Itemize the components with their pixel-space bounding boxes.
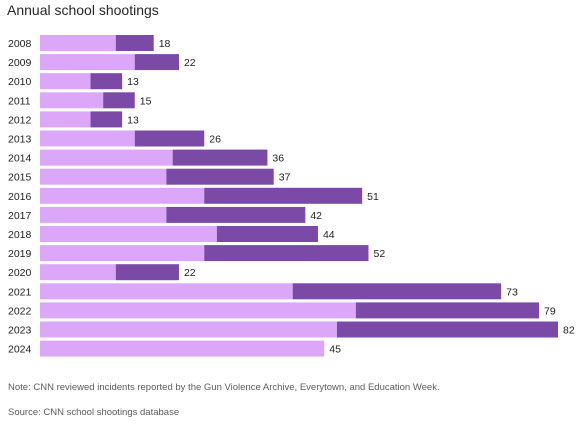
bar-segment-dark	[292, 283, 502, 300]
total-label: 36	[272, 153, 284, 165]
bar-segment-light	[40, 321, 337, 338]
year-label: 2013	[8, 134, 32, 146]
bar-segment-light	[40, 206, 167, 223]
total-label: 52	[373, 248, 385, 260]
bar-segment-dark	[134, 54, 179, 71]
total-label: 73	[506, 286, 518, 298]
bar-segment-dark	[204, 245, 369, 262]
bar-segment-dark	[216, 226, 318, 242]
bar-segment-dark	[103, 92, 135, 109]
bar-segment-light	[40, 73, 91, 90]
year-label: 2009	[8, 57, 32, 69]
total-label: 51	[367, 191, 379, 203]
year-label: 2021	[8, 286, 32, 298]
chart-title: Annual school shootings	[7, 2, 159, 18]
year-label: 2010	[8, 76, 32, 88]
year-label: 2011	[8, 95, 31, 107]
bar-segment-dark	[115, 264, 179, 281]
bar-segment-light	[40, 245, 205, 262]
year-label: 2018	[8, 229, 32, 241]
total-label: 26	[209, 134, 221, 146]
bar-segment-light	[40, 302, 356, 319]
bar-segment-dark	[166, 168, 274, 185]
bar-segment-light	[40, 149, 173, 166]
bar-segment-dark	[204, 187, 363, 204]
bar-segment-light	[40, 54, 135, 71]
total-label: 37	[279, 172, 291, 184]
total-label: 22	[184, 267, 196, 279]
bar-segment-dark	[134, 130, 205, 147]
chart-note: Note: CNN reviewed incidents reported by…	[8, 382, 440, 393]
bar-segment-dark	[115, 35, 154, 51]
bar-segment-light	[40, 340, 325, 357]
bar-segment-light	[40, 187, 205, 204]
bar-segment-dark	[90, 111, 123, 128]
bar-segment-dark	[336, 321, 558, 338]
total-label: 42	[310, 210, 322, 222]
total-label: 82	[563, 325, 575, 337]
bar-segment-light	[40, 92, 104, 109]
chart-source: Source: CNN school shootings database	[8, 407, 180, 418]
total-label: 15	[140, 95, 152, 107]
stacked-bar-chart: 2008 18 2009 22 2010 13 2011 15 2012 13 2013 26 2014…	[8, 35, 575, 357]
year-label: 2015	[8, 172, 32, 184]
total-label: 44	[323, 229, 335, 241]
year-label: 2020	[8, 267, 32, 279]
total-label: 45	[329, 344, 341, 356]
bar-segment-light	[40, 35, 116, 51]
year-label: 2023	[8, 325, 32, 337]
bar-segment-dark	[355, 302, 540, 319]
bar-segment-light	[40, 168, 167, 185]
year-label: 2016	[8, 191, 32, 203]
bar-segment-light	[40, 130, 135, 147]
total-label: 13	[127, 76, 139, 88]
year-label: 2008	[8, 38, 32, 50]
bar-segment-light	[40, 264, 116, 281]
bar-segment-light	[40, 226, 217, 242]
year-label: 2022	[8, 305, 32, 317]
bar-segment-dark	[90, 73, 123, 90]
bar-segment-light	[40, 111, 91, 128]
total-label: 18	[159, 38, 171, 50]
bar-segment-light	[40, 283, 293, 300]
total-label: 22	[184, 57, 196, 69]
bar-segment-dark	[172, 149, 268, 166]
year-label: 2019	[8, 248, 32, 260]
year-label: 2017	[8, 210, 32, 222]
total-label: 13	[127, 114, 139, 126]
year-label: 2012	[8, 114, 32, 126]
year-label: 2024	[8, 344, 32, 356]
bar-segment-dark	[166, 206, 306, 223]
total-label: 79	[544, 305, 556, 317]
year-label: 2014	[8, 153, 32, 165]
